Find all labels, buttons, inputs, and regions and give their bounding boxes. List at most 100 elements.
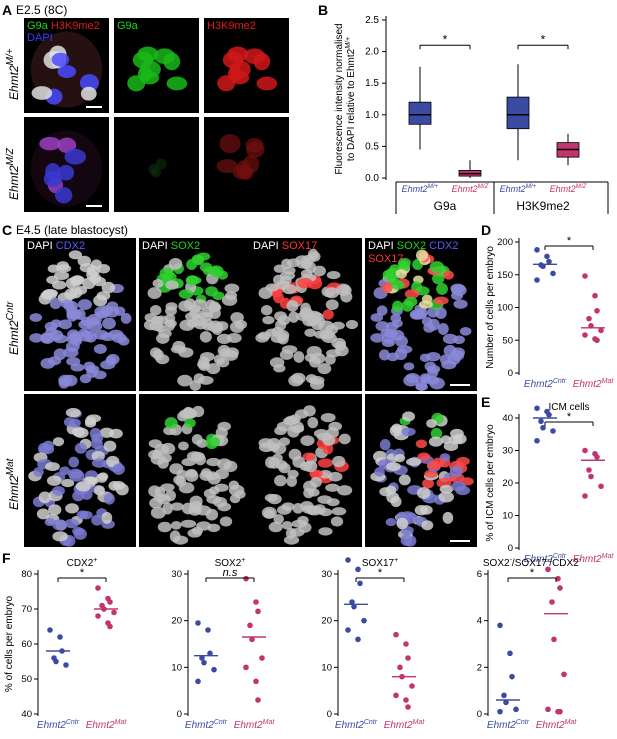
- nucleus: [279, 349, 294, 360]
- nucleus: [108, 480, 121, 491]
- nucleus: [94, 306, 110, 318]
- nucleus: [89, 273, 102, 284]
- nucleus: [209, 486, 220, 495]
- nucleus: [68, 456, 80, 468]
- nucleus: [93, 330, 109, 340]
- data-point: [211, 666, 217, 673]
- x-tick-label: Ehmt2Cntr: [185, 719, 228, 731]
- x-tick-label: Ehmt2Mat: [86, 719, 128, 731]
- nucleus: [283, 535, 300, 545]
- nuclei-image: [217, 46, 278, 92]
- nucleus: [149, 497, 163, 509]
- x-tick-label: Ehmt2Cntr: [524, 553, 567, 565]
- nucleus: [77, 255, 92, 267]
- nucleus: [229, 494, 241, 504]
- nucleus: [375, 321, 390, 332]
- data-point: [409, 683, 415, 689]
- nucleus: [421, 316, 433, 326]
- nucleus: [199, 331, 212, 343]
- nucleus: [64, 148, 87, 165]
- nucleus: [47, 264, 60, 273]
- nucleus: [394, 348, 408, 361]
- x-tick-label: Ehmt2Cntr: [37, 719, 80, 731]
- nucleus: [71, 275, 84, 286]
- nucleus: [439, 484, 454, 494]
- nucleus: [330, 516, 344, 527]
- y-tick-label: 80: [21, 569, 32, 580]
- y-tick-label: 0: [477, 709, 482, 720]
- data-point: [107, 623, 113, 630]
- micrograph-c-merge-control: DAPI SOX2 CDX2 SOX17: [365, 238, 477, 391]
- nucleus: [256, 76, 278, 91]
- nucleus: [57, 137, 77, 153]
- data-point: [393, 692, 399, 699]
- nucleus: [332, 455, 346, 468]
- x-tick-label: Ehmt2Mat: [573, 378, 615, 390]
- nucleus: [91, 458, 108, 468]
- y-tick-label: 150: [497, 270, 513, 281]
- y-tick-label: 1.0: [365, 110, 379, 121]
- nucleus: [418, 300, 433, 309]
- chart-b-fluorescence: 0.0 0.5 1.0 1.5 2.0 2.5 Fluorescence intensity…: [334, 15, 609, 214]
- nucleus: [385, 321, 399, 331]
- nucleus: [221, 294, 238, 306]
- nucleus: [219, 134, 241, 154]
- nucleus: [426, 419, 437, 428]
- y-tick-label: 20: [321, 616, 332, 627]
- nucleus: [73, 427, 89, 439]
- nucleus: [106, 353, 120, 365]
- y-tick-label: 10: [171, 662, 182, 673]
- data-point: [205, 627, 211, 633]
- y-axis-label: Fluorescence intensity normalisedto DAPI…: [334, 23, 357, 174]
- nucleus: [148, 449, 162, 460]
- nucleus: [93, 344, 107, 355]
- nucleus: [45, 462, 60, 472]
- nucleus: [96, 473, 108, 483]
- nucleus: [404, 289, 420, 299]
- nucleus: [52, 485, 65, 496]
- box: [506, 96, 530, 130]
- data-point: [207, 650, 213, 657]
- significance-mark: *: [443, 32, 448, 46]
- nucleus: [416, 487, 431, 499]
- significance-mark: *: [378, 567, 383, 579]
- nucleus: [325, 483, 340, 492]
- nucleus: [46, 475, 62, 486]
- nucleus: [324, 287, 340, 299]
- nucleus: [52, 519, 68, 531]
- nucleus: [177, 374, 193, 387]
- nucleus: [318, 527, 333, 536]
- data-point: [357, 580, 363, 587]
- nucleus: [404, 512, 418, 524]
- nucleus: [279, 271, 296, 281]
- nucleus: [168, 257, 183, 270]
- nucleus: [190, 451, 205, 462]
- nucleus: [417, 452, 431, 461]
- nucleus: [255, 333, 270, 343]
- nucleus: [410, 310, 427, 320]
- data-point: [195, 678, 201, 685]
- nucleus: [325, 299, 339, 311]
- nucleus: [313, 504, 326, 515]
- nucleus: [391, 280, 405, 290]
- nucleus: [164, 319, 176, 331]
- nucleus: [405, 457, 422, 466]
- y-tick-label: 0: [508, 368, 513, 379]
- nucleus: [44, 321, 58, 331]
- data-point: [555, 575, 561, 582]
- nucleus: [428, 436, 443, 447]
- nucleus: [157, 521, 172, 533]
- panel-label-f: F: [2, 550, 11, 566]
- panel-c-row1-label: Ehmt2Cntr: [5, 301, 21, 355]
- nucleus: [205, 508, 219, 521]
- y-tick-label: 10: [502, 511, 513, 522]
- nucleus: [403, 362, 415, 371]
- nucleus: [213, 354, 225, 365]
- nucleus: [40, 291, 54, 300]
- nucleus: [69, 470, 85, 482]
- data-point: [507, 650, 513, 657]
- nucleus: [291, 372, 306, 384]
- data-point: [63, 662, 69, 668]
- significance-mark: *: [541, 32, 546, 46]
- nucleus: [295, 255, 310, 265]
